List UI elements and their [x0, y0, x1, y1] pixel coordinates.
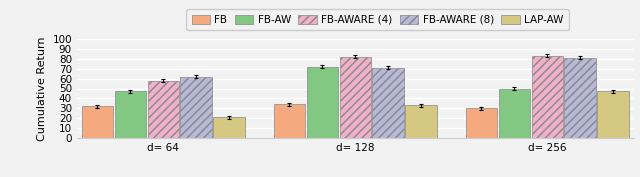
Legend: FB, FB-AW, FB-AWARE (4), FB-AWARE (8), LAP-AW: FB, FB-AW, FB-AWARE (4), FB-AWARE (8), L…	[186, 9, 568, 30]
Bar	[82, 106, 113, 138]
Bar	[597, 92, 628, 138]
Bar	[307, 67, 338, 138]
Bar	[148, 81, 179, 138]
Bar	[499, 88, 530, 138]
Bar	[115, 92, 146, 138]
Bar	[466, 108, 497, 138]
Bar	[213, 117, 244, 138]
Bar	[274, 104, 305, 138]
Bar	[405, 105, 436, 138]
Bar	[532, 56, 563, 138]
Bar	[372, 68, 404, 138]
Bar	[180, 77, 212, 138]
Bar	[564, 58, 596, 138]
Bar	[340, 57, 371, 138]
Y-axis label: Cumulative Return: Cumulative Return	[36, 36, 47, 141]
